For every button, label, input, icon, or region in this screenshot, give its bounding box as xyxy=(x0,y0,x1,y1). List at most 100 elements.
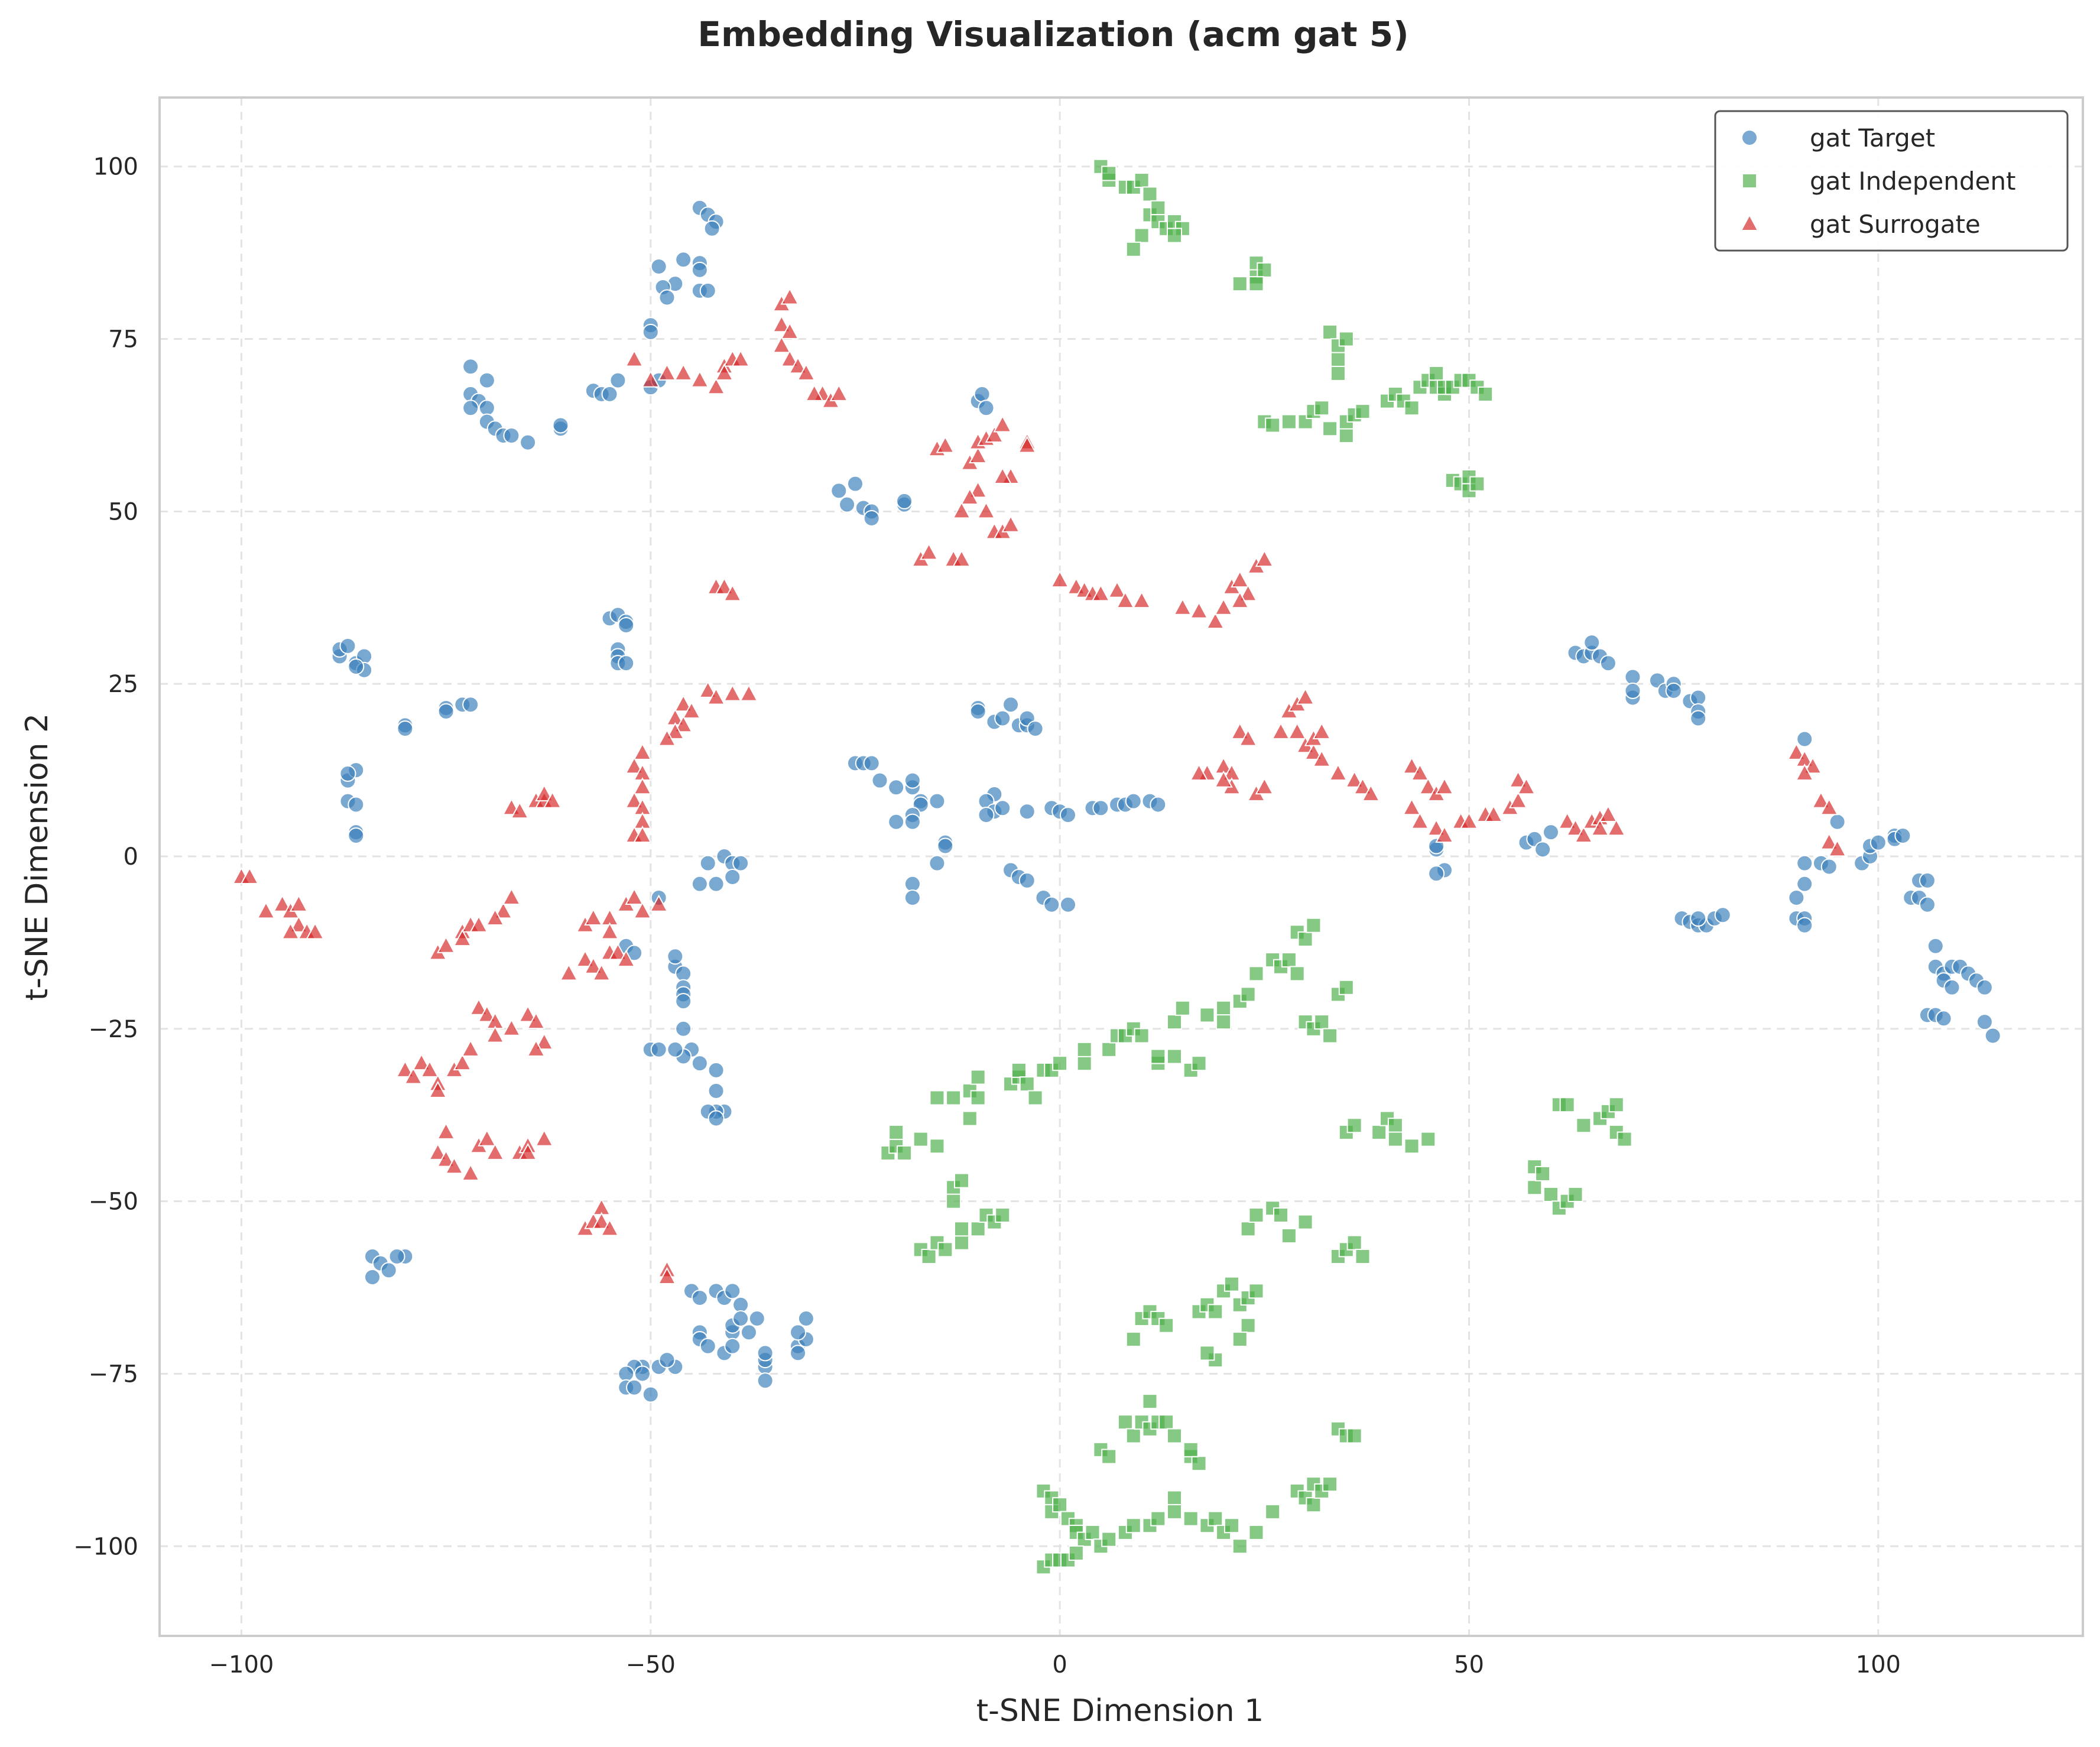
circle-point xyxy=(1788,889,1805,907)
square-point xyxy=(1404,400,1420,416)
square-point xyxy=(1248,1524,1264,1540)
square-point xyxy=(1076,1041,1092,1057)
square-point xyxy=(1216,1000,1232,1016)
circle-point xyxy=(618,655,635,672)
circle-point xyxy=(994,800,1011,817)
triangle-point xyxy=(1238,584,1258,602)
triangle-point xyxy=(273,894,292,912)
square-point xyxy=(937,1242,953,1258)
triangle-point xyxy=(1173,598,1192,615)
triangle-point xyxy=(289,915,309,933)
circle-point xyxy=(707,1082,725,1099)
data-points xyxy=(232,158,2001,1575)
triangle-point xyxy=(674,694,693,712)
x-tick-label: 50 xyxy=(1454,1651,1484,1678)
circle-point xyxy=(1919,896,1936,913)
triangle-point xyxy=(404,1067,423,1084)
square-point xyxy=(1559,1097,1575,1113)
triangle-point xyxy=(1566,819,1585,836)
triangle-point xyxy=(666,722,685,739)
square-point xyxy=(946,1090,962,1106)
triangle-point xyxy=(1795,763,1814,781)
circle-point xyxy=(520,434,537,451)
triangle-point xyxy=(1361,784,1381,801)
square-point xyxy=(1371,1124,1387,1140)
triangle-point xyxy=(600,1219,619,1236)
square-point xyxy=(1355,404,1371,420)
circle-point xyxy=(707,1061,725,1079)
triangle-point xyxy=(657,1267,677,1285)
triangle-point xyxy=(1410,811,1430,829)
circle-point xyxy=(1534,841,1552,858)
triangle-point xyxy=(993,466,1012,484)
circle-point xyxy=(1829,813,1846,830)
triangle-point xyxy=(1238,729,1258,746)
square-point xyxy=(1101,1531,1117,1547)
square-point xyxy=(1183,1441,1199,1457)
triangle-point xyxy=(412,1053,431,1071)
triangle-point xyxy=(429,1080,447,1098)
triangle-point xyxy=(706,377,726,395)
square-point xyxy=(1281,414,1297,430)
circle-point xyxy=(748,1310,765,1327)
circle-point xyxy=(380,1262,397,1279)
triangle-point xyxy=(1214,598,1233,615)
circle-point xyxy=(609,372,627,389)
circle-point xyxy=(650,258,667,275)
triangle-point xyxy=(1557,811,1577,829)
circle-point xyxy=(1690,689,1707,706)
circle-point xyxy=(1092,800,1109,817)
triangle-point xyxy=(1116,590,1135,609)
triangle-point xyxy=(625,756,644,774)
triangle-point xyxy=(535,784,554,801)
circle-point xyxy=(1125,793,1142,810)
triangle-point xyxy=(436,1122,456,1139)
square-point xyxy=(1248,276,1264,292)
triangle-point xyxy=(494,901,513,919)
circle-point xyxy=(1869,834,1887,851)
circle-point xyxy=(478,400,495,417)
triangle-point xyxy=(429,1142,447,1160)
square-point xyxy=(1265,1504,1281,1519)
triangle-point xyxy=(1091,584,1111,602)
triangle-point xyxy=(1574,825,1593,843)
circle-point xyxy=(732,855,749,872)
circle-point xyxy=(724,869,741,886)
circle-point xyxy=(1599,655,1617,672)
triangle-point xyxy=(797,363,816,381)
square-point xyxy=(1617,1131,1632,1147)
legend: gat Target gat Independent gat Surrogate xyxy=(1714,110,2069,252)
x-tick-label: −100 xyxy=(209,1651,274,1678)
square-point xyxy=(1248,1207,1264,1223)
circle-point xyxy=(618,1365,635,1382)
y-tick-label: 75 xyxy=(108,326,138,353)
triangle-point xyxy=(682,701,701,719)
circle-point xyxy=(888,779,905,796)
circle-point xyxy=(1624,682,1641,699)
x-tick-label: −50 xyxy=(626,1651,676,1678)
circle-point xyxy=(642,323,659,340)
square-point xyxy=(1314,400,1330,416)
circle-point xyxy=(691,1055,708,1072)
square-point xyxy=(1608,1097,1624,1113)
circle-point xyxy=(830,482,848,499)
circle-point xyxy=(1018,872,1036,889)
triangle-point xyxy=(436,936,456,953)
square-point xyxy=(1469,476,1485,492)
square-point xyxy=(1306,1497,1322,1513)
triangle-point xyxy=(1108,580,1127,598)
triangle-point xyxy=(1255,549,1274,567)
square-point xyxy=(953,1173,969,1189)
square-point xyxy=(1142,1394,1158,1410)
triangle-point xyxy=(829,384,848,401)
triangle-point xyxy=(706,687,726,705)
circle-point xyxy=(994,710,1011,727)
circle-point xyxy=(552,417,569,434)
triangle-point xyxy=(1508,791,1528,808)
square-point xyxy=(1167,1014,1183,1030)
triangle-point xyxy=(1410,763,1430,781)
y-tick-label: −75 xyxy=(89,1360,138,1388)
triangle-point xyxy=(559,963,579,981)
square-point xyxy=(1150,1511,1166,1527)
square-point xyxy=(1232,1538,1248,1554)
